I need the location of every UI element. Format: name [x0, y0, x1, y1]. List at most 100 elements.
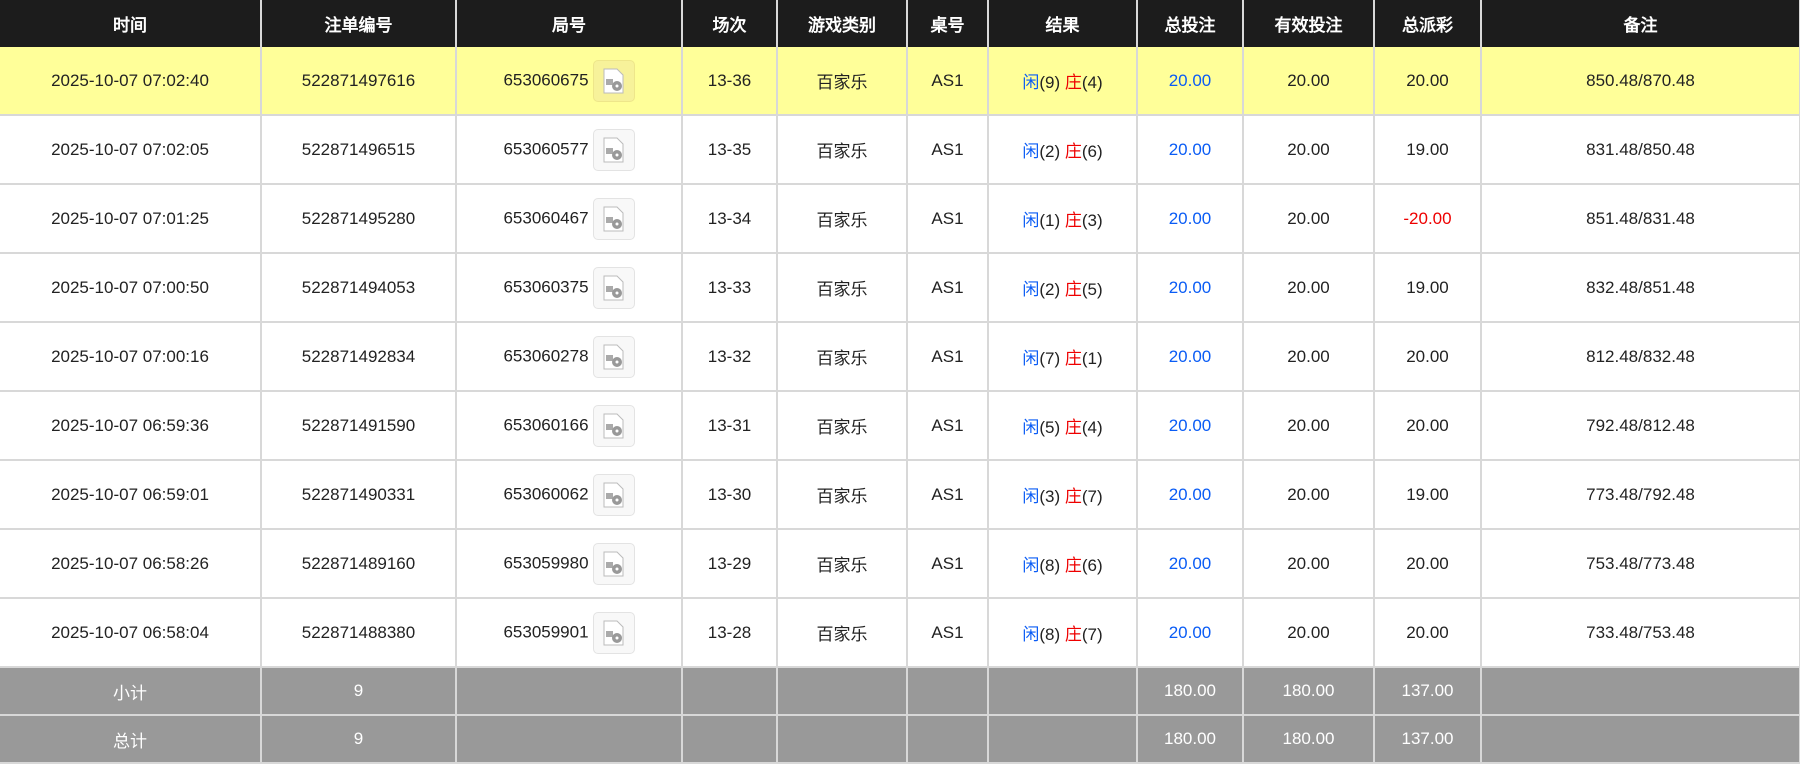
player-label: 闲 — [1022, 349, 1040, 368]
video-file-icon[interactable] — [592, 128, 635, 171]
table-number-cell: AS1 — [907, 47, 989, 116]
column-header: 注单编号 — [261, 0, 457, 47]
round-number: 653060166 — [503, 414, 589, 434]
total-bet-cell: 20.00 — [1137, 460, 1244, 530]
payout-cell: 20.00 — [1374, 598, 1482, 668]
banker-label: 庄 — [1064, 142, 1082, 161]
banker-score: (6) — [1081, 556, 1103, 575]
note-cell: 851.48/831.48 — [1481, 184, 1800, 254]
player-score: (1) — [1039, 211, 1061, 230]
total-bet-cell: 20.00 — [1137, 391, 1244, 461]
video-file-icon[interactable] — [592, 473, 635, 516]
total-valid: 180.00 — [1243, 715, 1375, 764]
payout-cell: 20.00 — [1374, 529, 1482, 599]
video-file-icon[interactable] — [592, 59, 635, 102]
banker-label: 庄 — [1064, 625, 1082, 644]
game-type-cell: 百家乐 — [777, 529, 908, 599]
session-cell: 13-30 — [682, 460, 778, 530]
result-cell: 闲(2) 庄(6) — [988, 115, 1138, 185]
banker-score: (7) — [1081, 625, 1103, 644]
valid-bet-cell: 20.00 — [1243, 391, 1375, 461]
player-score: (9) — [1039, 73, 1061, 92]
time-cell: 2025-10-07 06:59:36 — [0, 391, 262, 461]
valid-bet-cell: 20.00 — [1243, 598, 1375, 668]
empty-cell — [777, 715, 908, 764]
table-number-cell: AS1 — [907, 529, 989, 599]
video-file-icon[interactable] — [592, 404, 635, 447]
note-cell: 753.48/773.48 — [1481, 529, 1800, 599]
session-cell: 13-32 — [682, 322, 778, 392]
result-cell: 闲(3) 庄(7) — [988, 460, 1138, 530]
round-number: 653060375 — [503, 276, 589, 296]
player-label: 闲 — [1022, 418, 1040, 437]
session-cell: 13-34 — [682, 184, 778, 254]
game-type-cell: 百家乐 — [777, 184, 908, 254]
note-cell: 812.48/832.48 — [1481, 322, 1800, 392]
time-cell: 2025-10-07 07:02:40 — [0, 47, 262, 116]
player-label: 闲 — [1022, 211, 1040, 230]
result-cell: 闲(2) 庄(5) — [988, 253, 1138, 323]
order-number-cell: 522871496515 — [261, 115, 457, 185]
table-row: 2025-10-07 07:01:25 522871495280 6530604… — [0, 184, 1800, 254]
total-bet-cell: 20.00 — [1137, 529, 1244, 599]
round-number: 653059901 — [503, 621, 589, 641]
valid-bet-cell: 20.00 — [1243, 115, 1375, 185]
table-row: 2025-10-07 07:00:50 522871494053 6530603… — [0, 253, 1800, 323]
payout-cell: 20.00 — [1374, 322, 1482, 392]
player-score: (2) — [1039, 280, 1061, 299]
payout-cell: 20.00 — [1374, 391, 1482, 461]
game-type-cell: 百家乐 — [777, 391, 908, 461]
empty-cell — [1481, 667, 1800, 716]
banker-label: 庄 — [1064, 487, 1082, 506]
valid-bet-cell: 20.00 — [1243, 529, 1375, 599]
time-cell: 2025-10-07 06:58:26 — [0, 529, 262, 599]
payout-cell: 19.00 — [1374, 253, 1482, 323]
order-number-cell: 522871490331 — [261, 460, 457, 530]
player-label: 闲 — [1022, 73, 1040, 92]
table-number-cell: AS1 — [907, 253, 989, 323]
video-file-icon[interactable] — [592, 611, 635, 654]
round-number: 653060675 — [503, 69, 589, 89]
round-cell: 653060375 — [456, 253, 683, 323]
player-label: 闲 — [1022, 280, 1040, 299]
order-number-cell: 522871495280 — [261, 184, 457, 254]
round-cell: 653059901 — [456, 598, 683, 668]
note-cell: 773.48/792.48 — [1481, 460, 1800, 530]
video-file-icon[interactable] — [592, 197, 635, 240]
result-cell: 闲(1) 庄(3) — [988, 184, 1138, 254]
valid-bet-cell: 20.00 — [1243, 47, 1375, 116]
empty-cell — [682, 715, 778, 764]
banker-score: (6) — [1081, 142, 1103, 161]
payout-cell: 19.00 — [1374, 460, 1482, 530]
empty-cell — [456, 715, 683, 764]
table-row: 2025-10-07 07:02:05 522871496515 6530605… — [0, 115, 1800, 185]
round-cell: 653060062 — [456, 460, 683, 530]
video-file-icon[interactable] — [592, 335, 635, 378]
player-label: 闲 — [1022, 487, 1040, 506]
column-header: 桌号 — [907, 0, 989, 47]
subtotal-bet: 180.00 — [1137, 667, 1244, 716]
game-type-cell: 百家乐 — [777, 115, 908, 185]
order-number-cell: 522871497616 — [261, 47, 457, 116]
banker-score: (3) — [1081, 211, 1103, 230]
round-cell: 653060577 — [456, 115, 683, 185]
order-number-cell: 522871491590 — [261, 391, 457, 461]
valid-bet-cell: 20.00 — [1243, 184, 1375, 254]
table-row: 2025-10-07 06:58:26 522871489160 6530599… — [0, 529, 1800, 599]
total-bet-cell: 20.00 — [1137, 184, 1244, 254]
time-cell: 2025-10-07 07:01:25 — [0, 184, 262, 254]
empty-cell — [1481, 715, 1800, 764]
valid-bet-cell: 20.00 — [1243, 322, 1375, 392]
video-file-icon[interactable] — [592, 266, 635, 309]
session-cell: 13-36 — [682, 47, 778, 116]
column-header: 场次 — [682, 0, 778, 47]
payout-cell: 20.00 — [1374, 47, 1482, 116]
video-file-icon[interactable] — [592, 542, 635, 585]
banker-score: (1) — [1081, 349, 1103, 368]
round-cell: 653060166 — [456, 391, 683, 461]
banker-label: 庄 — [1064, 211, 1082, 230]
note-cell: 850.48/870.48 — [1481, 47, 1800, 116]
payout-cell: 19.00 — [1374, 115, 1482, 185]
round-cell: 653060278 — [456, 322, 683, 392]
session-cell: 13-29 — [682, 529, 778, 599]
